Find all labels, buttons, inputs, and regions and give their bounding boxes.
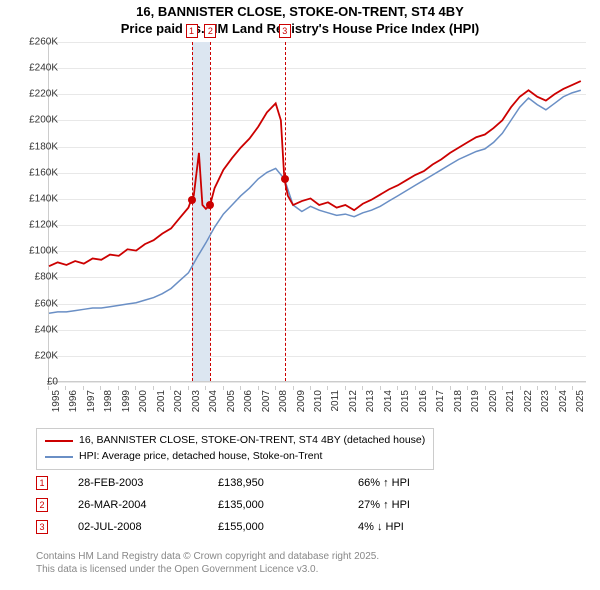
event-date: 28-FEB-2003 [78,477,218,489]
x-tick-label: 2012 [348,390,359,412]
legend-label: HPI: Average price, detached house, Stok… [79,449,322,465]
legend-swatch [45,440,73,442]
events-table: 1 28-FEB-2003 £138,950 66% ↑ HPI 2 26-MA… [36,472,458,538]
x-tick-label: 2002 [173,390,184,412]
x-tick-label: 2004 [208,390,219,412]
event-date: 02-JUL-2008 [78,521,218,533]
legend-label: 16, BANNISTER CLOSE, STOKE-ON-TRENT, ST4… [79,433,425,449]
x-tick-label: 2003 [191,390,202,412]
event-dot [188,196,196,204]
event-price: £155,000 [218,521,358,533]
x-tick-label: 2007 [261,390,272,412]
title-address: 16, BANNISTER CLOSE, STOKE-ON-TRENT, ST4… [0,4,600,21]
x-tick-label: 2013 [365,390,376,412]
event-dot [206,201,214,209]
chart-container: 16, BANNISTER CLOSE, STOKE-ON-TRENT, ST4… [0,0,600,590]
y-tick-label: £180K [29,141,58,152]
event-price: £138,950 [218,477,358,489]
y-tick-label: £40K [35,324,58,335]
title-subtitle: Price paid vs. HM Land Registry's House … [0,21,600,38]
event-delta: 4% ↓ HPI [358,521,458,533]
event-delta: 27% ↑ HPI [358,499,458,511]
event-date: 26-MAR-2004 [78,499,218,511]
x-tick-label: 1995 [51,390,62,412]
x-tick-label: 2018 [453,390,464,412]
chart-marker-label: 1 [186,24,198,38]
y-tick-label: £160K [29,167,58,178]
x-tick-label: 1996 [68,390,79,412]
event-marker-box: 3 [36,520,48,534]
x-tick-label: 2025 [575,390,586,412]
x-tick-label: 2019 [470,390,481,412]
plot-area: 123 [48,42,586,382]
y-tick-label: £220K [29,89,58,100]
y-tick-label: £240K [29,63,58,74]
event-row: 2 26-MAR-2004 £135,000 27% ↑ HPI [36,494,458,516]
x-tick-label: 2011 [330,390,341,412]
x-tick-label: 2015 [400,390,411,412]
chart-marker-label: 3 [279,24,291,38]
x-tick-label: 1998 [103,390,114,412]
series-property [49,81,581,266]
x-tick-label: 2017 [435,390,446,412]
x-tick-label: 2008 [278,390,289,412]
event-marker-box: 2 [36,498,48,512]
legend-item-hpi: HPI: Average price, detached house, Stok… [45,449,425,465]
event-row: 3 02-JUL-2008 £155,000 4% ↓ HPI [36,516,458,538]
x-tick-label: 2022 [523,390,534,412]
event-price: £135,000 [218,499,358,511]
x-tick-label: 1997 [86,390,97,412]
legend: 16, BANNISTER CLOSE, STOKE-ON-TRENT, ST4… [36,428,434,470]
y-tick-label: £20K [35,350,58,361]
y-tick-label: £100K [29,246,58,257]
y-tick-label: £0 [47,377,58,388]
x-axis: 1995 1996 1997 1998 1999 2000 2001 2002 2003 2004… [48,386,586,426]
x-tick-label: 2016 [418,390,429,412]
y-tick-label: £140K [29,193,58,204]
y-tick-label: £60K [35,298,58,309]
y-tick-label: £200K [29,115,58,126]
x-tick-label: 2014 [383,390,394,412]
footnote: Contains HM Land Registry data © Crown c… [36,550,379,576]
x-tick-label: 2024 [558,390,569,412]
event-delta: 66% ↑ HPI [358,477,458,489]
footnote-line: This data is licensed under the Open Gov… [36,563,379,576]
legend-item-property: 16, BANNISTER CLOSE, STOKE-ON-TRENT, ST4… [45,433,425,449]
x-tick-label: 2001 [156,390,167,412]
title-block: 16, BANNISTER CLOSE, STOKE-ON-TRENT, ST4… [0,0,600,40]
legend-swatch [45,456,73,458]
y-tick-label: £260K [29,37,58,48]
event-row: 1 28-FEB-2003 £138,950 66% ↑ HPI [36,472,458,494]
y-tick-label: £80K [35,272,58,283]
x-tick-label: 2010 [313,390,324,412]
chart-marker-label: 2 [204,24,216,38]
footnote-line: Contains HM Land Registry data © Crown c… [36,550,379,563]
x-tick-label: 2009 [296,390,307,412]
x-tick-label: 2000 [138,390,149,412]
x-tick-label: 2021 [505,390,516,412]
x-tick-label: 2020 [488,390,499,412]
x-tick-label: 2023 [540,390,551,412]
x-tick-label: 1999 [121,390,132,412]
event-marker-box: 1 [36,476,48,490]
event-dot [281,175,289,183]
x-tick-label: 2006 [243,390,254,412]
x-tick-label: 2005 [226,390,237,412]
y-tick-label: £120K [29,220,58,231]
